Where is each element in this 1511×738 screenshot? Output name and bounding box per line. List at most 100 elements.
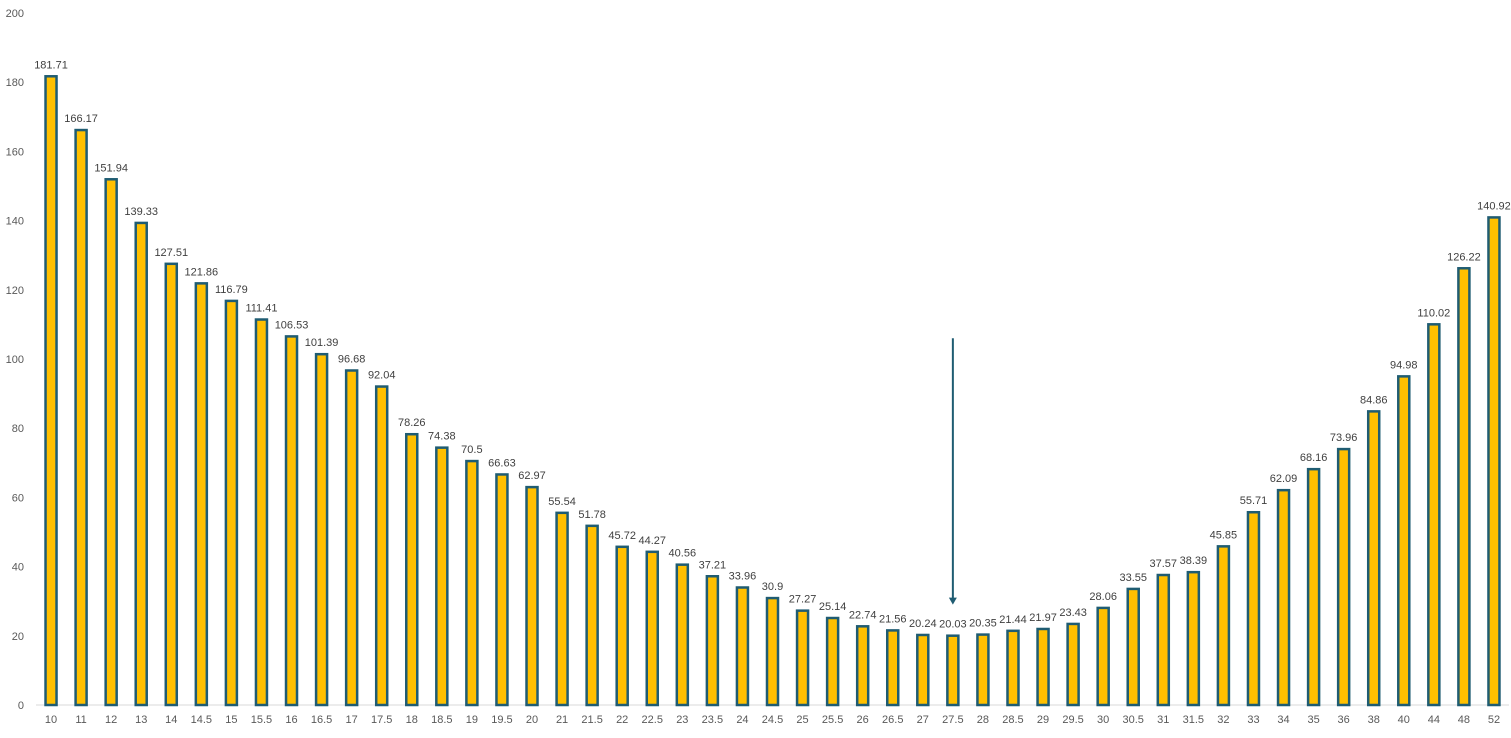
- data-label: 62.97: [518, 470, 546, 482]
- y-tick-label: 20: [12, 631, 24, 643]
- bar: [976, 633, 990, 707]
- data-label: 21.56: [879, 613, 907, 625]
- data-label: 166.17: [64, 113, 98, 125]
- bar: [134, 221, 148, 707]
- bar: [825, 616, 840, 707]
- x-tick-label: 24: [736, 714, 748, 726]
- bar: [1096, 606, 1110, 707]
- x-tick-label: 30: [1097, 714, 1109, 726]
- bar: [1336, 447, 1351, 707]
- bar: [705, 575, 720, 707]
- annotation-layer: [948, 338, 957, 605]
- x-tick-label: 27.5: [942, 714, 963, 726]
- bar: [1126, 587, 1140, 707]
- x-tick-label: 21.5: [581, 714, 602, 726]
- x-tick-label: 35: [1307, 714, 1319, 726]
- bar: [795, 609, 810, 707]
- x-tick-label: 22: [616, 714, 628, 726]
- x-tick-label: 33: [1247, 714, 1259, 726]
- bar-series: [44, 75, 1501, 707]
- bar: [1186, 570, 1201, 707]
- x-tick-label: 25.5: [822, 714, 843, 726]
- bar: [344, 369, 359, 707]
- bar: [1156, 573, 1171, 707]
- data-label: 181.71: [34, 59, 68, 71]
- x-tick-label: 11: [75, 714, 86, 726]
- x-tick-label: 17: [346, 714, 358, 726]
- x-tick-label: 38: [1368, 714, 1380, 726]
- data-label: 44.27: [638, 535, 666, 547]
- x-tick-label: 25: [796, 714, 808, 726]
- bar: [765, 596, 780, 707]
- data-label: 116.79: [215, 284, 248, 296]
- x-tick-label: 28: [977, 714, 989, 726]
- x-tick-label: 21: [556, 714, 568, 726]
- bar: [164, 262, 179, 707]
- data-label: 55.54: [548, 496, 576, 508]
- bar: [495, 473, 509, 707]
- bar: [44, 75, 58, 707]
- data-label: 62.09: [1270, 473, 1298, 485]
- y-axis: 0 20 40 60 80 100 120 140 160 180 200: [6, 8, 24, 712]
- y-tick-label: 0: [18, 700, 24, 712]
- x-tick-label: 23: [676, 714, 688, 726]
- data-label: 140.92: [1477, 200, 1511, 212]
- x-tick-label: 18: [406, 714, 418, 726]
- data-label: 51.78: [578, 509, 606, 521]
- x-tick-label: 19.5: [491, 714, 512, 726]
- bar: [435, 446, 449, 707]
- bar: [1457, 267, 1471, 707]
- x-tick-label: 23.5: [702, 714, 723, 726]
- x-tick-label: 13: [135, 714, 147, 726]
- bar: [615, 545, 629, 707]
- bar: [555, 511, 569, 707]
- bar: [1276, 488, 1291, 707]
- data-label: 33.55: [1119, 572, 1147, 584]
- bar: [855, 625, 870, 707]
- arrow-annotation-head: [948, 597, 957, 605]
- x-tick-label: 32: [1217, 714, 1229, 726]
- bar: [675, 563, 690, 707]
- x-tick-label: 15.5: [251, 714, 272, 726]
- data-label: 20.03: [939, 619, 967, 631]
- data-label: 21.44: [999, 614, 1027, 626]
- bar: [1006, 629, 1020, 707]
- data-label: 139.33: [124, 206, 158, 218]
- x-tick-label: 20: [526, 714, 538, 726]
- data-label: 101.39: [305, 337, 339, 349]
- data-label: 25.14: [819, 601, 847, 613]
- y-tick-label: 160: [6, 146, 24, 158]
- data-label: 20.24: [909, 618, 937, 630]
- data-label: 96.68: [338, 353, 366, 365]
- x-tick-label: 36: [1338, 714, 1350, 726]
- x-tick-label: 52: [1488, 714, 1500, 726]
- data-label: 84.86: [1360, 394, 1388, 406]
- x-tick-label: 12: [105, 714, 117, 726]
- x-tick-label: 40: [1398, 714, 1410, 726]
- data-labels: 181.71 166.17 151.94 139.33 127.51 121.86 116.…: [34, 59, 1511, 630]
- x-tick-label: 31: [1157, 714, 1169, 726]
- bar: [1397, 375, 1411, 707]
- x-tick-label: 29: [1037, 714, 1049, 726]
- data-label: 27.27: [789, 594, 817, 606]
- data-label: 40.56: [669, 548, 697, 560]
- data-label: 66.63: [488, 457, 516, 469]
- bar: [916, 633, 930, 707]
- x-tick-label: 14.5: [191, 714, 212, 726]
- data-label: 45.85: [1210, 529, 1238, 541]
- x-tick-label: 14: [165, 714, 177, 726]
- y-tick-label: 140: [6, 216, 24, 228]
- data-label: 38.39: [1180, 555, 1208, 567]
- bar: [735, 586, 750, 707]
- bar: [104, 178, 118, 707]
- bar: [405, 432, 419, 707]
- bar: [1066, 622, 1080, 707]
- bar: [194, 282, 209, 707]
- bar: [374, 385, 389, 707]
- data-label: 127.51: [154, 247, 188, 259]
- x-tick-label: 15: [225, 714, 237, 726]
- data-label: 110.02: [1417, 307, 1450, 319]
- data-label: 74.38: [428, 431, 456, 443]
- bar: [885, 629, 900, 707]
